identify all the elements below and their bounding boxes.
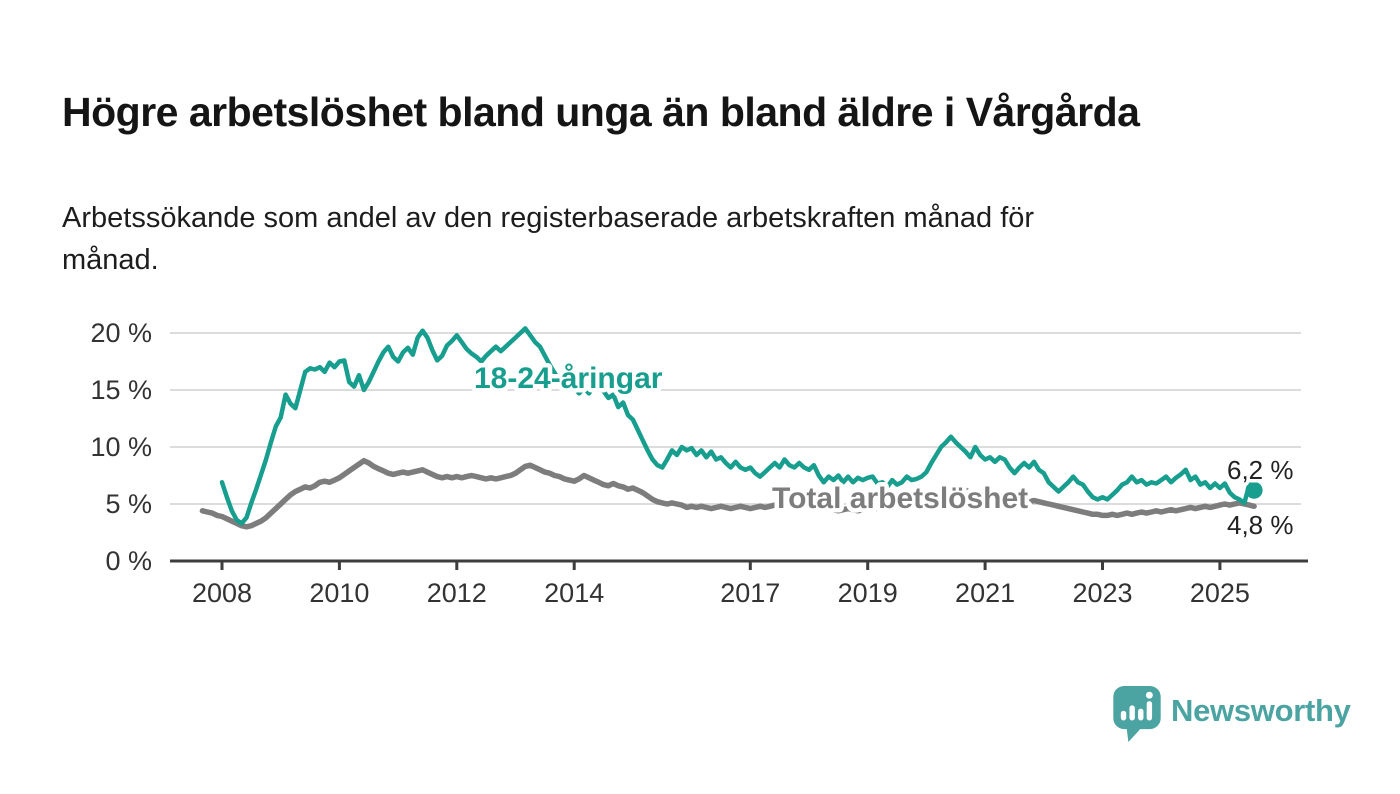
x-tick-label: 2019 xyxy=(838,578,898,608)
x-tick-label: 2023 xyxy=(1072,578,1132,608)
series-line-youth xyxy=(219,326,1257,526)
chart-subtitle: Arbetssökande som andel av den registerb… xyxy=(62,202,1035,277)
x-tick-label: 2012 xyxy=(427,578,487,608)
newsworthy-logo-text: Newsworthy xyxy=(1171,693,1351,728)
series-end-dot xyxy=(1245,481,1263,499)
newsworthy-logo: Newsworthy xyxy=(1113,686,1351,742)
series-label-total: Total arbetslöshet xyxy=(772,482,1028,515)
chart-title: Högre arbetslöshet bland unga än bland ä… xyxy=(62,89,1140,136)
series-line-total xyxy=(199,457,1257,530)
x-tick-label: 2025 xyxy=(1190,578,1250,608)
y-tick-label: 15 % xyxy=(90,375,152,405)
x-tick-label: 2014 xyxy=(544,578,604,608)
x-tick-label: 2010 xyxy=(309,578,369,608)
y-tick-label: 20 % xyxy=(90,318,152,348)
y-tick-label: 10 % xyxy=(90,432,152,462)
y-tick-label: 0 % xyxy=(105,546,152,576)
x-tick-label: 2017 xyxy=(720,578,780,608)
y-tick-label: 5 % xyxy=(105,489,152,519)
end-value-label-total: 4,8 % xyxy=(1227,510,1294,540)
x-tick-label: 2021 xyxy=(955,578,1015,608)
bar-chart-speech-bubble-icon xyxy=(1113,686,1161,742)
series-label-youth: 18-24-åringar xyxy=(474,362,663,395)
x-tick-label: 2008 xyxy=(192,578,252,608)
end-value-label-youth: 6,2 % xyxy=(1227,455,1294,485)
